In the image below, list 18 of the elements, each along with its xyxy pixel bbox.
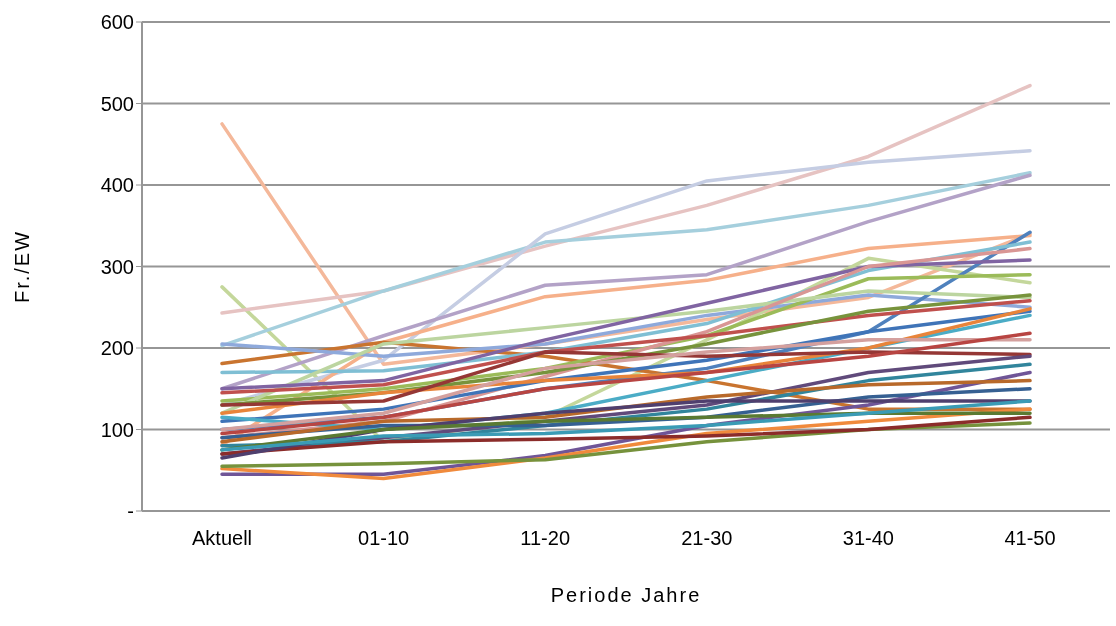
x-tick-label: 01-10 <box>358 527 410 550</box>
x-tick-label: Aktuell <box>191 527 253 550</box>
y-axis-title: Fr./EW <box>11 229 34 304</box>
x-tick-label: 41-50 <box>1004 527 1056 550</box>
y-tick-label: 300 <box>100 255 134 278</box>
line-series <box>220 258 1032 391</box>
y-tick-label: 400 <box>100 174 134 197</box>
x-tick-label: 11-20 <box>520 527 571 550</box>
y-tick-label: 500 <box>100 92 134 115</box>
line-series <box>220 171 1032 348</box>
x-tick-label: 21-30 <box>681 527 733 550</box>
y-tick-label: 200 <box>100 337 134 360</box>
y-tick-label: 100 <box>100 418 134 441</box>
y-tick-label: 600 <box>100 11 134 34</box>
x-tick-label: 31-40 <box>842 527 894 550</box>
line-series <box>220 350 1032 407</box>
x-axis-title: Periode Jahre <box>550 584 702 606</box>
y-tick-label: - <box>127 500 134 523</box>
